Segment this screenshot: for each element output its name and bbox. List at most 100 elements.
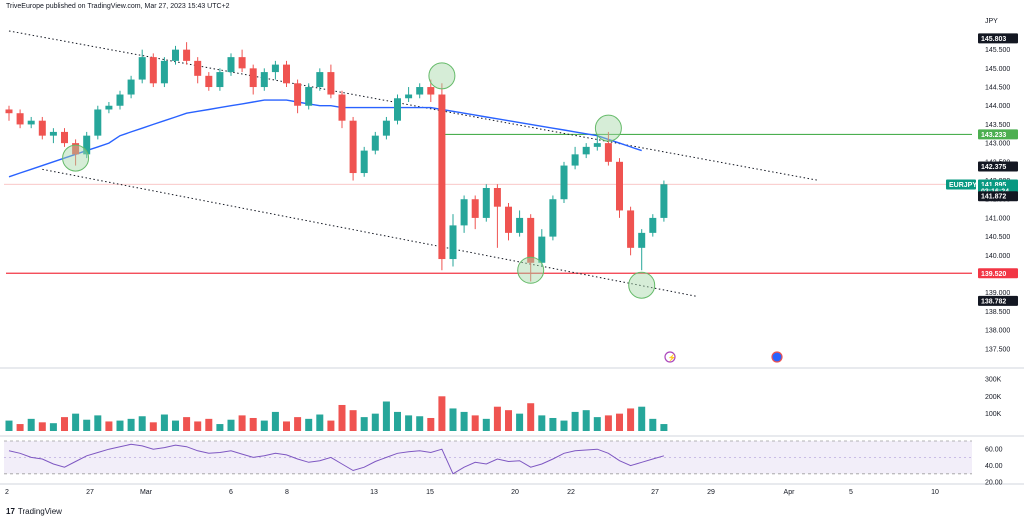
candle-body: [327, 72, 335, 95]
time-axis-label: 5: [849, 489, 853, 496]
event-icon: [771, 351, 783, 363]
candle-body: [172, 49, 179, 61]
candle-body: [105, 105, 113, 110]
price-tag-bg: [978, 295, 1018, 306]
price-tag-label: 139.520: [981, 271, 1006, 278]
volume-bar: [183, 417, 191, 431]
volume-bar: [227, 419, 235, 431]
footer-brand[interactable]: 17 TradingView: [6, 507, 62, 516]
price-tick-label: 143.500: [985, 122, 1010, 129]
volume-tick-label: 100K: [985, 411, 1002, 418]
volume-bar: [394, 411, 401, 431]
volume-bar: [493, 406, 501, 431]
candle-body: [449, 225, 457, 260]
volume-bar: [593, 417, 601, 431]
moving-average-line: [8, 99, 642, 178]
volume-bar: [305, 418, 313, 431]
candle-body: [471, 199, 479, 218]
candle-body: [216, 72, 224, 88]
price-tag-bg: [978, 268, 1018, 279]
time-axis-label: 13: [370, 489, 378, 496]
candle-body: [138, 57, 146, 80]
volume-bar: [327, 420, 335, 431]
trendline: [8, 30, 820, 182]
candle-body: [649, 217, 657, 233]
price-tick-label: 140.000: [985, 253, 1010, 260]
volume-bar: [294, 417, 302, 431]
highlight-circle: [628, 271, 656, 299]
rsi-line: [8, 443, 665, 475]
volume-bar: [116, 420, 124, 431]
time-axis-label: 20: [511, 489, 519, 496]
volume-bar: [449, 408, 457, 431]
volume-bar: [382, 401, 390, 431]
volume-bar: [138, 416, 146, 431]
highlight-circle: [62, 144, 90, 172]
volume-bar: [83, 419, 91, 431]
volume-bar: [516, 413, 524, 431]
price-tick-label: 140.500: [985, 234, 1010, 241]
candle-body: [49, 131, 57, 136]
price-tag-label: 142.375: [981, 164, 1006, 171]
candle-body: [94, 109, 102, 136]
price-tick-label: 137.500: [985, 346, 1010, 353]
candle-body: [416, 87, 424, 95]
candle-body: [83, 135, 91, 155]
time-axis-label: 27: [86, 489, 94, 496]
volume-bar: [149, 422, 157, 431]
time-axis-label: 10: [931, 489, 939, 496]
price-tag-label: 145.803: [981, 36, 1006, 43]
volume-bar: [283, 421, 290, 431]
candle-body: [427, 87, 435, 95]
volume-bar: [194, 421, 202, 431]
volume-bar: [549, 417, 557, 431]
volume-bar: [205, 418, 213, 431]
candle-body: [394, 98, 401, 121]
candle-body: [382, 120, 390, 136]
volume-bar: [260, 420, 268, 431]
time-axis-label: Mar: [140, 489, 153, 496]
volume-bar: [105, 421, 113, 431]
price-tick-label: 141.000: [985, 215, 1010, 222]
price-tick-label: 145.000: [985, 66, 1010, 73]
volume-bar: [38, 422, 46, 431]
volume-bar: [72, 413, 80, 431]
volume-bar: [349, 410, 357, 431]
volume-bar: [649, 418, 657, 431]
volume-bar: [216, 424, 224, 431]
price-tag-bg: [946, 179, 976, 190]
lightning-icon: [664, 351, 676, 363]
candle-body: [538, 236, 546, 263]
candle-body: [638, 232, 646, 248]
candle-body: [571, 154, 579, 166]
volume-bar: [582, 410, 590, 431]
volume-bar: [471, 415, 479, 431]
volume-tick-label: 300K: [985, 376, 1002, 383]
candle-body: [505, 206, 512, 233]
volume-bar: [571, 411, 579, 431]
volume-bar: [638, 406, 646, 431]
candle-body: [405, 94, 413, 99]
publish-info: TriveEurope published on TradingView.com…: [6, 3, 230, 10]
candle-body: [627, 210, 635, 248]
volume-bar: [627, 408, 635, 431]
volume-bar: [249, 417, 257, 431]
price-tag-label: 141.872: [981, 194, 1006, 201]
time-axis-label: 22: [567, 489, 575, 496]
volume-bar: [316, 414, 324, 431]
price-tag-bg: [978, 191, 1018, 202]
candle-body: [338, 94, 346, 121]
candle-body: [527, 217, 535, 263]
candle-body: [582, 146, 590, 155]
currency-label: JPY: [985, 18, 998, 25]
candle-body: [249, 68, 257, 88]
rsi-tick-label: 40.00: [985, 463, 1003, 470]
volume-bar: [160, 414, 168, 431]
rsi-tick-label: 20.00: [985, 480, 1003, 487]
volume-bar: [460, 411, 468, 431]
candle-body: [482, 188, 490, 218]
time-axis-label: 15: [426, 489, 434, 496]
candle-body: [660, 184, 668, 218]
volume-bar: [127, 418, 135, 431]
